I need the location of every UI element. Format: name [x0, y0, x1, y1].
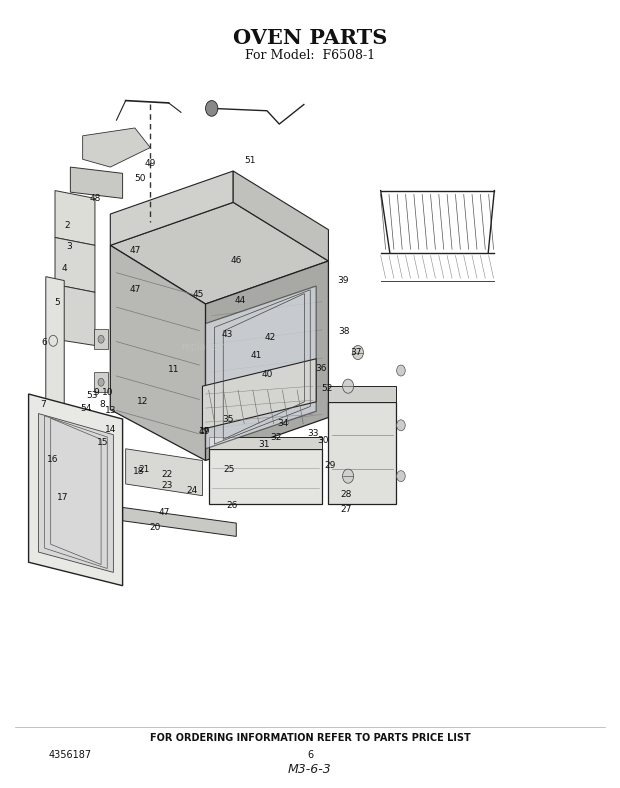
Circle shape [98, 336, 104, 343]
Text: 34: 34 [277, 419, 289, 428]
Polygon shape [110, 171, 233, 245]
Polygon shape [110, 203, 329, 304]
Polygon shape [126, 449, 203, 496]
Polygon shape [329, 402, 396, 504]
Polygon shape [206, 286, 316, 449]
Text: 28: 28 [340, 489, 352, 499]
Text: 32: 32 [270, 433, 282, 441]
Text: 45: 45 [192, 290, 204, 299]
Polygon shape [94, 372, 108, 392]
Text: 25: 25 [223, 466, 234, 474]
Circle shape [397, 420, 405, 431]
Text: 47: 47 [198, 427, 210, 436]
Text: 37: 37 [350, 348, 362, 357]
Text: 51: 51 [245, 156, 256, 165]
Polygon shape [82, 128, 150, 167]
Text: 33: 33 [308, 429, 319, 438]
Text: 43: 43 [222, 330, 233, 339]
Polygon shape [70, 167, 123, 199]
Text: For Model:  F6508-1: For Model: F6508-1 [245, 49, 375, 61]
Polygon shape [208, 449, 322, 504]
Text: replacementparts.com: replacementparts.com [181, 342, 291, 352]
Polygon shape [123, 507, 236, 537]
Text: 17: 17 [57, 492, 69, 502]
Text: 6: 6 [307, 750, 313, 760]
Text: 5: 5 [54, 298, 60, 307]
Circle shape [343, 469, 353, 483]
Text: 11: 11 [168, 366, 179, 374]
Circle shape [343, 379, 353, 393]
Text: 36: 36 [316, 364, 327, 373]
Text: 52: 52 [322, 384, 333, 393]
Text: 4: 4 [61, 264, 67, 273]
Text: 3: 3 [66, 243, 72, 251]
Text: 54: 54 [81, 403, 92, 413]
Text: 30: 30 [318, 437, 329, 445]
Polygon shape [233, 171, 329, 261]
Polygon shape [206, 261, 329, 460]
Polygon shape [94, 329, 108, 349]
Circle shape [206, 101, 218, 117]
Text: 40: 40 [262, 370, 273, 379]
Text: M3-6-3: M3-6-3 [288, 763, 332, 776]
Text: OVEN PARTS: OVEN PARTS [233, 28, 387, 48]
Text: 16: 16 [47, 455, 59, 464]
Text: 18: 18 [133, 467, 145, 476]
Text: 21: 21 [138, 465, 150, 474]
Polygon shape [55, 191, 95, 245]
Text: 53: 53 [87, 391, 98, 400]
Polygon shape [55, 237, 95, 292]
Text: 24: 24 [187, 485, 198, 495]
Text: 23: 23 [162, 481, 173, 490]
Text: 15: 15 [97, 438, 108, 447]
Polygon shape [203, 359, 316, 429]
Polygon shape [29, 394, 123, 585]
Polygon shape [46, 277, 64, 406]
Text: 29: 29 [325, 462, 336, 470]
Text: 4356187: 4356187 [49, 750, 92, 760]
Polygon shape [38, 414, 113, 572]
Text: 49: 49 [144, 158, 156, 168]
Text: 46: 46 [231, 256, 242, 266]
Text: 31: 31 [258, 440, 270, 449]
Text: 6: 6 [42, 338, 48, 347]
Text: 12: 12 [137, 397, 149, 407]
Text: 35: 35 [222, 415, 233, 424]
Text: 8: 8 [99, 400, 105, 409]
Text: 20: 20 [149, 522, 161, 532]
Text: FOR ORDERING INFORMATION REFER TO PARTS PRICE LIST: FOR ORDERING INFORMATION REFER TO PARTS … [149, 734, 471, 743]
Text: 13: 13 [105, 406, 116, 415]
Text: 14: 14 [105, 425, 116, 433]
Circle shape [352, 345, 363, 359]
Circle shape [98, 378, 104, 386]
Polygon shape [55, 284, 95, 345]
Text: 10: 10 [102, 388, 113, 397]
Text: 2: 2 [64, 221, 70, 230]
Text: 44: 44 [234, 296, 246, 305]
Text: 26: 26 [226, 500, 237, 510]
Text: 38: 38 [338, 327, 350, 336]
Polygon shape [208, 437, 322, 449]
Text: 22: 22 [162, 470, 173, 479]
Text: 50: 50 [134, 173, 146, 183]
Text: 47: 47 [159, 508, 170, 518]
Circle shape [397, 470, 405, 481]
Polygon shape [329, 386, 396, 402]
Text: 41: 41 [251, 351, 262, 360]
Text: 47: 47 [130, 246, 141, 255]
Text: 39: 39 [337, 276, 348, 285]
Text: 19: 19 [198, 427, 210, 436]
Text: 9: 9 [93, 388, 99, 397]
Circle shape [397, 365, 405, 376]
Polygon shape [110, 245, 206, 460]
Text: 48: 48 [89, 194, 100, 203]
Text: 42: 42 [265, 333, 277, 342]
Text: 27: 27 [340, 504, 352, 514]
Text: 7: 7 [40, 400, 46, 409]
Text: 47: 47 [130, 285, 141, 295]
